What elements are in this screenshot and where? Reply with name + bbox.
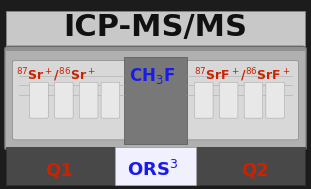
Text: $^{87}$SrF$^+$/$^{86}$SrF$^+$: $^{87}$SrF$^+$/$^{86}$SrF$^+$	[194, 67, 291, 84]
FancyBboxPatch shape	[12, 60, 131, 140]
Bar	[6, 147, 305, 185]
FancyBboxPatch shape	[54, 82, 73, 118]
FancyBboxPatch shape	[219, 82, 238, 118]
FancyBboxPatch shape	[194, 82, 213, 118]
Bar	[6, 11, 305, 53]
Text: CH$_3$F: CH$_3$F	[129, 66, 175, 86]
FancyBboxPatch shape	[30, 82, 48, 118]
Text: Q2: Q2	[241, 161, 269, 179]
Text: Q1: Q1	[45, 161, 73, 179]
FancyBboxPatch shape	[5, 46, 306, 150]
FancyBboxPatch shape	[115, 147, 196, 185]
Text: $^{87}$Sr$^+$/$^{86}$Sr$^+$: $^{87}$Sr$^+$/$^{86}$Sr$^+$	[16, 67, 96, 84]
FancyBboxPatch shape	[266, 82, 285, 118]
FancyBboxPatch shape	[180, 60, 299, 140]
Bar	[124, 57, 187, 144]
FancyBboxPatch shape	[244, 82, 263, 118]
Text: ORS$^3$: ORS$^3$	[127, 160, 178, 180]
Text: ICP-MS/MS: ICP-MS/MS	[63, 13, 248, 42]
FancyBboxPatch shape	[79, 82, 98, 118]
FancyBboxPatch shape	[101, 82, 120, 118]
Bar	[6, 47, 305, 51]
